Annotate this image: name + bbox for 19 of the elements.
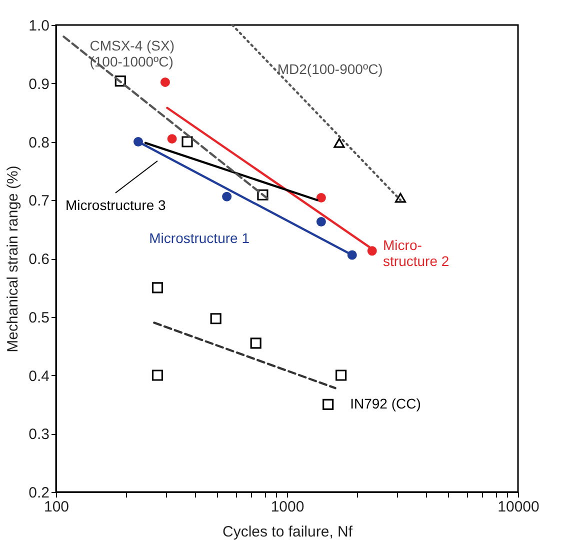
series-label: MD2(100-900ºC) (277, 61, 383, 77)
series-label: IN792 (CC) (350, 395, 421, 412)
series-label: Micro- structure 2 (383, 236, 450, 269)
y-tick-label: 0.4 (28, 368, 50, 385)
y-tick-label: 0.6 (28, 251, 50, 268)
y-axis-title: Mechanical strain range (%) (4, 166, 22, 352)
legend-label: Microstructure 3 (65, 196, 166, 213)
y-tick-label: 0.9 (28, 76, 50, 93)
x-tick-label: 10000 (498, 498, 540, 516)
x-tick-label: 1000 (270, 498, 304, 516)
x-axis-title: Cycles to failure, Nf (222, 524, 354, 540)
y-tick-label: 0.8 (28, 134, 50, 152)
y-tick-label: 0.5 (28, 309, 50, 326)
y-tick-label: 0.2 (28, 484, 50, 502)
series-label: Microstructure 1 (149, 230, 250, 246)
y-tick-label: 0.7 (28, 192, 50, 210)
y-tick-label: 0.3 (28, 426, 50, 444)
x-tick-label: 100 (44, 498, 70, 516)
y-tick-label: 1.0 (28, 18, 50, 34)
